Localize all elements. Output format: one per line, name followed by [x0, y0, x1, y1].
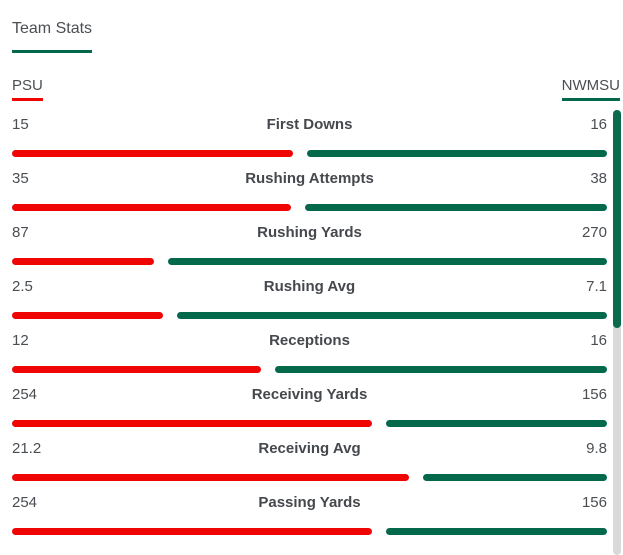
- psu-bar: [12, 528, 372, 535]
- team-label-psu: PSU: [12, 78, 43, 101]
- nwmsu-value: 270: [581, 224, 607, 241]
- psu-bar: [12, 366, 261, 373]
- panel-header: Team Stats: [0, 0, 623, 53]
- psu-bar: [12, 312, 163, 319]
- teams-header: PSU NWMSU: [0, 78, 623, 101]
- stat-row: 87 Rushing Yards 270: [12, 216, 607, 270]
- nwmsu-value: 9.8: [586, 440, 607, 457]
- stat-label: First Downs: [266, 116, 353, 133]
- psu-bar: [12, 204, 291, 211]
- team-label-nwmsu: NWMSU: [561, 78, 620, 101]
- nwmsu-bar: [386, 528, 607, 535]
- stats-list: 15 First Downs 16 35 Rushing Attempts 38 87 Rus…: [0, 108, 623, 540]
- nwmsu-bar: [275, 366, 607, 373]
- nwmsu-value: 7.1: [586, 278, 607, 295]
- psu-bar: [12, 258, 154, 265]
- stat-text: 87 Rushing Yards 270: [12, 216, 607, 251]
- page-title: Team Stats: [12, 19, 93, 53]
- stat-label: Receiving Avg: [258, 440, 361, 457]
- psu-value: 2.5: [12, 278, 33, 295]
- nwmsu-bar: [386, 420, 607, 427]
- psu-value: 21.2: [12, 440, 42, 457]
- stat-bars: [12, 150, 607, 157]
- stat-text: 21.2 Receiving Avg 9.8: [12, 432, 607, 467]
- stat-text: 254 Passing Yards 156: [12, 486, 607, 521]
- stat-label: Rushing Yards: [257, 224, 362, 241]
- stat-bars: [12, 366, 607, 373]
- stat-bars: [12, 474, 607, 481]
- nwmsu-bar: [305, 204, 607, 211]
- stat-bars: [12, 204, 607, 211]
- psu-value: 87: [12, 224, 29, 241]
- psu-bar: [12, 474, 409, 481]
- stat-text: 2.5 Rushing Avg 7.1: [12, 270, 607, 305]
- nwmsu-value: 16: [590, 116, 607, 133]
- stat-row: 21.2 Receiving Avg 9.8: [12, 432, 607, 486]
- stat-text: 35 Rushing Attempts 38: [12, 162, 607, 197]
- stat-label: Passing Yards: [258, 494, 361, 511]
- stat-text: 15 First Downs 16: [12, 108, 607, 143]
- nwmsu-value: 156: [581, 494, 607, 511]
- stat-label: Rushing Avg: [263, 278, 356, 295]
- stat-row: 35 Rushing Attempts 38: [12, 162, 607, 216]
- nwmsu-value: 16: [590, 332, 607, 349]
- psu-value: 12: [12, 332, 29, 349]
- stat-text: 254 Receiving Yards 156: [12, 378, 607, 413]
- stat-row: 15 First Downs 16: [12, 108, 607, 162]
- stat-label: Receptions: [269, 332, 350, 349]
- stat-bars: [12, 258, 607, 265]
- nwmsu-bar: [307, 150, 607, 157]
- stat-label: Receiving Yards: [251, 386, 368, 403]
- stat-row: 2.5 Rushing Avg 7.1: [12, 270, 607, 324]
- scrollbar-thumb[interactable]: [613, 110, 621, 328]
- nwmsu-bar: [168, 258, 607, 265]
- stat-bars: [12, 312, 607, 319]
- psu-bar: [12, 420, 372, 427]
- stat-row: 12 Receptions 16: [12, 324, 607, 378]
- psu-bar: [12, 150, 293, 157]
- nwmsu-bar: [423, 474, 607, 481]
- stat-label: Rushing Attempts: [245, 170, 374, 187]
- scrollbar-track[interactable]: [613, 110, 621, 555]
- stat-bars: [12, 420, 607, 427]
- psu-value: 35: [12, 170, 29, 187]
- stat-row: 254 Passing Yards 156: [12, 486, 607, 540]
- nwmsu-value: 156: [581, 386, 607, 403]
- psu-value: 254: [12, 386, 38, 403]
- nwmsu-value: 38: [590, 170, 607, 187]
- psu-value: 254: [12, 494, 38, 511]
- nwmsu-bar: [177, 312, 607, 319]
- stat-bars: [12, 528, 607, 535]
- stat-text: 12 Receptions 16: [12, 324, 607, 359]
- psu-value: 15: [12, 116, 29, 133]
- stat-row: 254 Receiving Yards 156: [12, 378, 607, 432]
